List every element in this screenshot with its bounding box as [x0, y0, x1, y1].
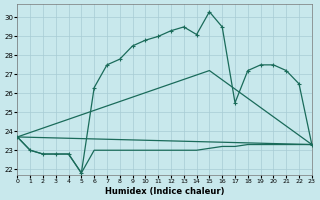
X-axis label: Humidex (Indice chaleur): Humidex (Indice chaleur) [105, 187, 224, 196]
